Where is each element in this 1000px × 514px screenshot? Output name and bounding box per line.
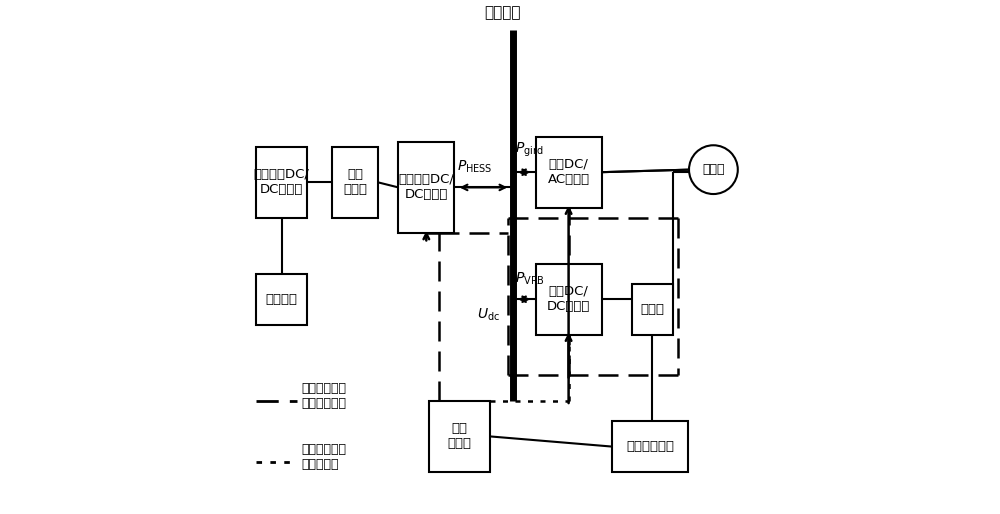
FancyBboxPatch shape [256, 147, 307, 218]
FancyBboxPatch shape [398, 142, 454, 233]
Text: 大电网: 大电网 [702, 163, 725, 176]
Text: 直流母线: 直流母线 [484, 5, 521, 20]
FancyBboxPatch shape [256, 274, 307, 325]
FancyBboxPatch shape [429, 401, 490, 472]
Text: 双向DC/
DC变换器: 双向DC/ DC变换器 [547, 285, 590, 313]
FancyBboxPatch shape [612, 421, 688, 472]
Text: $P_\mathrm{VRB}$: $P_\mathrm{VRB}$ [515, 270, 545, 286]
Text: 一次下垂调压
系统控制信号: 一次下垂调压 系统控制信号 [302, 382, 347, 410]
FancyBboxPatch shape [632, 284, 673, 335]
Text: 调压
控制器: 调压 控制器 [447, 423, 471, 450]
Text: $P_\mathrm{HESS}$: $P_\mathrm{HESS}$ [457, 158, 492, 175]
FancyBboxPatch shape [536, 137, 602, 208]
FancyBboxPatch shape [332, 147, 378, 218]
Text: 钒电池储能系
统控制信号: 钒电池储能系 统控制信号 [302, 443, 347, 471]
Text: $P_\mathrm{gird}$: $P_\mathrm{gird}$ [515, 141, 544, 159]
Text: 超级
电容器: 超级 电容器 [343, 169, 367, 196]
Text: 钒电池检测仪: 钒电池检测仪 [626, 440, 674, 453]
Text: 锂电池组: 锂电池组 [266, 292, 298, 306]
Text: $U_\mathrm{dc}$: $U_\mathrm{dc}$ [477, 306, 500, 323]
Text: 钒电池: 钒电池 [640, 303, 664, 316]
Text: 第一双向DC/
DC变换器: 第一双向DC/ DC变换器 [254, 169, 309, 196]
Text: 第二双向DC/
DC变换器: 第二双向DC/ DC变换器 [398, 173, 454, 201]
Text: 双向DC/
AC变换器: 双向DC/ AC变换器 [548, 158, 590, 186]
FancyBboxPatch shape [536, 264, 602, 335]
